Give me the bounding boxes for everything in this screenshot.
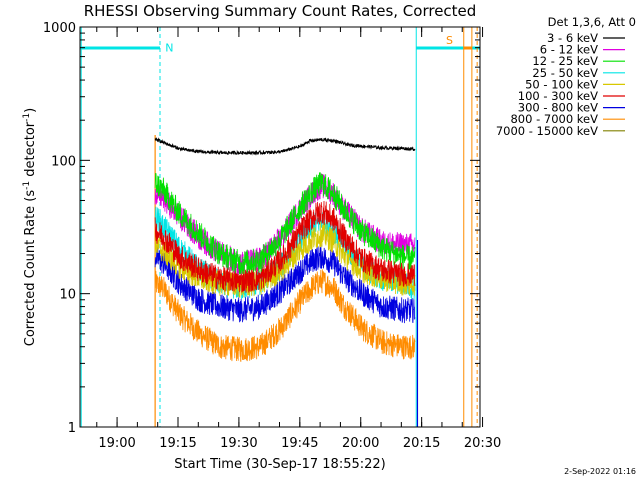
series-line-7 — [154, 269, 416, 362]
y-axis-label-main: Corrected Count Rate (s — [23, 190, 38, 347]
y-axis-label-end: ) — [23, 108, 38, 113]
x-tick-label-3: 19:45 — [281, 436, 318, 451]
y-axis: 1 10 100 1000 — [43, 21, 480, 436]
y-tick-label-2: 100 — [51, 154, 76, 169]
legend-label-6: 300 - 800 keV — [518, 101, 598, 115]
series-layer — [154, 137, 416, 362]
y-axis-label-sup2: -1 — [22, 113, 32, 122]
series-line-6 — [154, 244, 416, 324]
y-axis-label: Corrected Count Rate (s-1 detector-1) — [22, 108, 38, 346]
annotation-n: N — [165, 42, 173, 55]
series-line-2 — [154, 172, 416, 275]
plot-frame — [79, 26, 481, 428]
legend-label-7: 800 - 7000 keV — [510, 112, 598, 126]
x-tick-label-6: 20:30 — [464, 436, 501, 451]
legend-label-4: 50 - 100 keV — [525, 77, 598, 91]
legend-label-3: 25 - 50 keV — [532, 66, 598, 80]
x-tick-label-0: 19:00 — [98, 436, 135, 451]
series-line-5 — [154, 200, 416, 293]
y-tick-label-0: 1 — [68, 421, 76, 436]
legend-label-8: 7000 - 15000 keV — [496, 124, 598, 138]
legend-label-2: 12 - 25 keV — [532, 54, 598, 68]
chart-title: RHESSI Observing Summary Count Rates, Co… — [84, 2, 477, 20]
legend-label-5: 100 - 300 keV — [518, 89, 598, 103]
y-axis-label-mid: detector — [23, 121, 38, 181]
x-tick-label-2: 19:30 — [220, 436, 257, 451]
x-tick-label-4: 20:00 — [342, 436, 379, 451]
x-axis-label: Start Time (30-Sep-17 18:55:22) — [174, 457, 385, 472]
x-tick-label-1: 19:15 — [159, 436, 196, 451]
legend-label-0: 3 - 6 keV — [547, 31, 598, 45]
footer-date: 2-Sep-2022 01:16 — [564, 467, 636, 476]
series-line-0 — [154, 137, 416, 156]
legend-label-1: 6 - 12 keV — [540, 43, 598, 57]
annotation-s: S — [446, 34, 453, 47]
y-tick-label-3: 1000 — [43, 21, 76, 36]
y-tick-label-1: 10 — [59, 288, 76, 303]
y-axis-label-sup1: -1 — [22, 181, 32, 190]
plot-area: NS — [80, 27, 481, 427]
legend-header: Det 1,3,6, Att 0 — [548, 15, 636, 29]
x-tick-label-5: 20:15 — [403, 436, 440, 451]
x-axis: 19:00 19:15 19:30 19:45 20:00 20:15 20:30 — [96, 27, 501, 451]
